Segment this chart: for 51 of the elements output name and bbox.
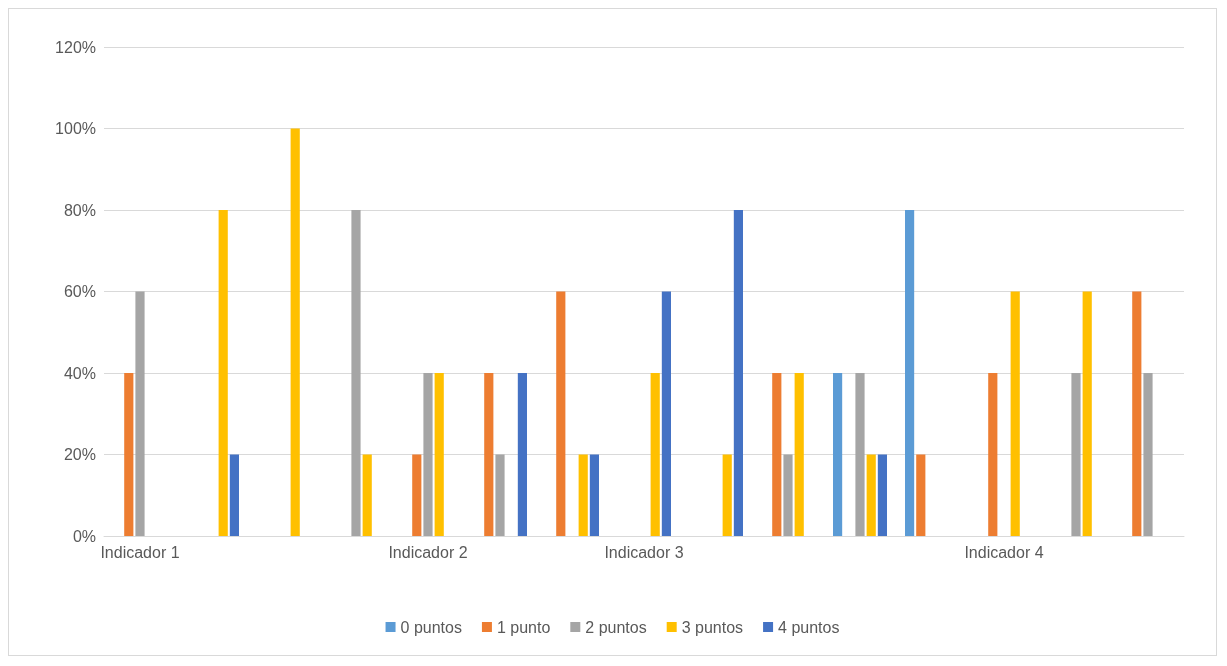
bar bbox=[362, 454, 372, 536]
bar bbox=[135, 291, 145, 536]
legend-label: 0 puntos bbox=[400, 618, 462, 636]
y-tick-label: 120% bbox=[55, 38, 96, 56]
bar bbox=[412, 454, 422, 536]
bar bbox=[733, 210, 743, 536]
bar bbox=[772, 373, 782, 536]
bar bbox=[1071, 373, 1081, 536]
y-tick-label: 60% bbox=[63, 283, 96, 300]
x-tick-label: Indicador 1 bbox=[100, 543, 180, 561]
bar bbox=[833, 373, 843, 536]
bar bbox=[218, 210, 228, 536]
bar bbox=[578, 454, 588, 536]
bar bbox=[783, 454, 793, 536]
bar bbox=[916, 454, 926, 536]
bar bbox=[229, 454, 239, 536]
legend-label: 4 puntos bbox=[778, 618, 840, 636]
bar bbox=[988, 373, 998, 536]
y-tick-label: 0% bbox=[72, 527, 96, 545]
bar bbox=[434, 373, 444, 536]
legend-label: 1 punto bbox=[496, 618, 551, 636]
bar bbox=[1010, 291, 1020, 536]
bar bbox=[589, 454, 599, 536]
bar bbox=[650, 373, 660, 536]
bar bbox=[495, 454, 505, 536]
bar bbox=[794, 373, 804, 536]
bar bbox=[1082, 291, 1092, 536]
bar bbox=[484, 373, 494, 536]
bar bbox=[351, 210, 361, 536]
y-tick-label: 40% bbox=[63, 364, 96, 382]
legend-label: 2 puntos bbox=[585, 618, 647, 636]
bar bbox=[866, 454, 876, 536]
bar bbox=[855, 373, 865, 536]
y-tick-label: 100% bbox=[55, 120, 96, 137]
x-tick-label: Indicador 4 bbox=[964, 543, 1044, 561]
bar bbox=[517, 373, 527, 536]
bar bbox=[423, 373, 433, 536]
y-tick-label: 80% bbox=[63, 201, 96, 219]
legend-label: 3 puntos bbox=[681, 618, 744, 636]
bar bbox=[905, 210, 915, 536]
bar bbox=[1143, 373, 1153, 536]
x-tick-label: Indicador 3 bbox=[604, 543, 684, 561]
x-tick-label: Indicador 2 bbox=[388, 543, 468, 561]
bar bbox=[722, 454, 732, 536]
bar bbox=[661, 291, 671, 536]
bar bbox=[1132, 291, 1142, 536]
bar bbox=[877, 454, 887, 536]
y-tick-label: 20% bbox=[63, 446, 96, 463]
bar bbox=[556, 291, 566, 536]
bar bbox=[124, 373, 134, 536]
bar bbox=[290, 128, 300, 536]
